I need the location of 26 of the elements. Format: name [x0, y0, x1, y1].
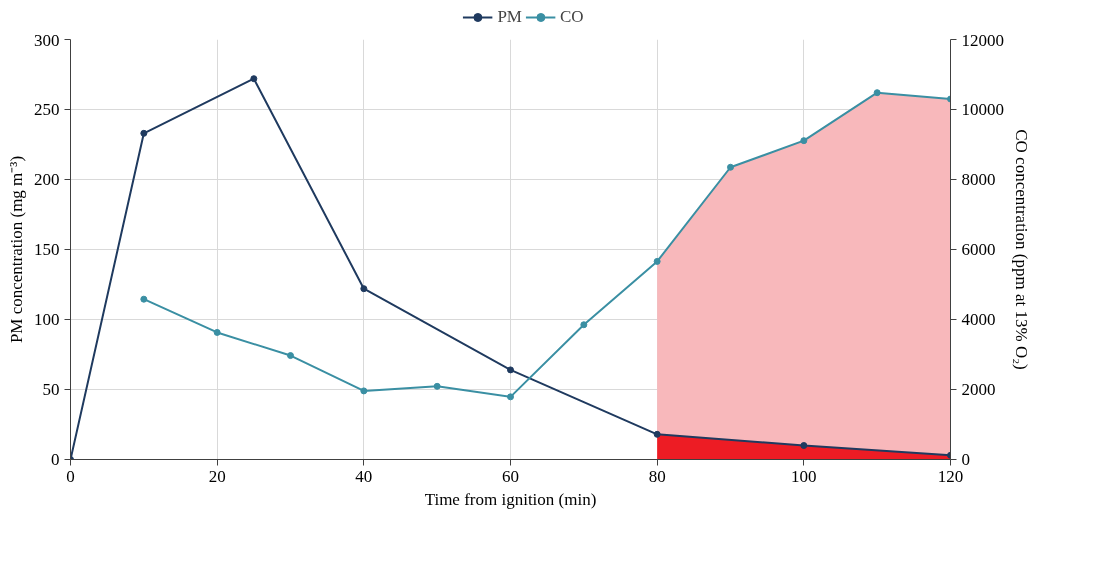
y2-tick-label: 12000 — [961, 30, 1004, 50]
legend-label: CO — [559, 7, 584, 27]
y-tick-label: 0 — [51, 450, 60, 469]
y-tick-label: 300 — [34, 30, 60, 50]
x-tick-label: 120 — [937, 466, 964, 486]
x-tick-label: 80 — [648, 466, 666, 486]
y2-axis-title: CO concentration (ppm at 13% O₂) — [1012, 129, 1031, 370]
legend-label: PM — [497, 7, 522, 27]
y-tick-label: 50 — [42, 380, 60, 399]
y-tick-label: 100 — [34, 310, 60, 329]
y-tick-label: 250 — [34, 100, 60, 119]
y2-tick-label: 2000 — [961, 380, 996, 399]
x-axis-title: Time from ignition (min) — [424, 489, 597, 509]
y2-tick-label: 10000 — [961, 100, 1004, 119]
x-tick-label: 0 — [66, 466, 75, 486]
x-tick-label: 40 — [355, 466, 373, 486]
y-tick-label: 200 — [34, 170, 60, 189]
y2-tick-label: 0 — [961, 450, 970, 469]
x-tick-label: 60 — [502, 466, 519, 486]
y2-tick-label: 8000 — [961, 170, 996, 189]
y-tick-label: 150 — [34, 240, 60, 259]
y-axis-title: PM concentration (mg m⁻³) — [7, 155, 26, 344]
y2-tick-label: 6000 — [961, 240, 996, 259]
x-tick-label: 20 — [208, 466, 226, 486]
y2-tick-label: 4000 — [961, 310, 996, 329]
x-tick-label: 100 — [791, 466, 817, 486]
